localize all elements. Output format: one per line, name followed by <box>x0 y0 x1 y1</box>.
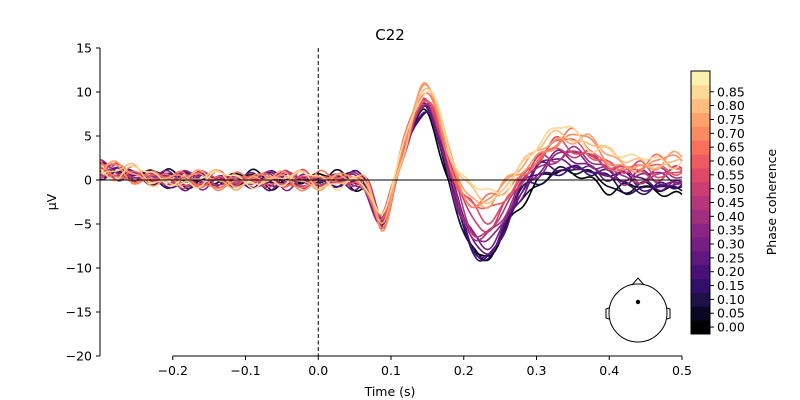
x-axis-label: Time (s) <box>364 384 416 399</box>
colorbar-segment <box>691 71 710 86</box>
colorbar-segment <box>691 84 710 100</box>
colorbar-tick-label: 0.25 <box>717 250 745 265</box>
colorbar-segment <box>691 112 710 127</box>
colorbar-segment <box>691 140 710 155</box>
y-tick-label: 0 <box>84 173 92 188</box>
erp-trace <box>99 81 683 225</box>
colorbar-segment <box>691 237 710 252</box>
colorbar-tick-label: 0.35 <box>717 223 745 238</box>
colorbar-tick-label: 0.30 <box>717 237 745 252</box>
y-tick-label: 10 <box>76 85 92 100</box>
x-tick-label: −0.2 <box>158 363 188 378</box>
colorbar-segment <box>691 195 710 210</box>
colorbar-tick-label: 0.15 <box>717 278 745 293</box>
colorbar-segment <box>691 223 710 238</box>
colorbar-segment <box>691 306 710 321</box>
colorbar-tick-label: 0.10 <box>717 292 745 307</box>
colorbar-segment <box>691 292 710 307</box>
head-right-ear <box>666 307 671 320</box>
colorbar-tick-label: 0.00 <box>717 320 745 335</box>
colorbar-segment <box>691 154 710 169</box>
y-tick-label: −10 <box>66 261 92 276</box>
colorbar-tick-label: 0.85 <box>717 84 745 99</box>
x-tick-label: 0.0 <box>308 363 328 378</box>
y-axis-label: µV <box>44 193 59 210</box>
colorbar-segment <box>691 278 710 293</box>
colorbar-tick-label: 0.70 <box>717 126 745 141</box>
colorbar-segment <box>691 181 710 197</box>
x-tick-label: 0.4 <box>599 363 619 378</box>
sensor-dot <box>635 299 641 305</box>
colorbar-tick-label: 0.65 <box>717 140 745 155</box>
colorbar-segment <box>691 320 710 335</box>
y-tick-label: −20 <box>66 349 92 364</box>
y-tick-label: 5 <box>84 129 92 144</box>
colorbar-tick-label: 0.50 <box>717 181 745 196</box>
erp-trace <box>99 83 683 232</box>
y-tick-label: −15 <box>66 305 92 320</box>
x-tick-label: −0.1 <box>230 363 260 378</box>
colorbar-tick-label: 0.05 <box>717 306 745 321</box>
colorbar-tick-label: 0.40 <box>717 209 745 224</box>
y-tick-label: 15 <box>76 41 92 56</box>
y-tick-label: −5 <box>74 217 92 232</box>
colorbar-tick-label: 0.55 <box>717 167 745 182</box>
head-left-ear <box>605 307 610 320</box>
colorbar-label: Phase coherence <box>764 148 779 255</box>
head-outline <box>608 283 668 343</box>
colorbar-tick-label: 0.80 <box>717 98 745 113</box>
x-tick-label: 0.1 <box>381 363 401 378</box>
erp-trace <box>99 97 683 234</box>
head-nose <box>631 277 645 286</box>
x-tick-label: 0.3 <box>527 363 547 378</box>
colorbar-segment <box>691 250 710 266</box>
colorbar-segment <box>691 126 710 141</box>
colorbar-tick-label: 0.75 <box>717 112 745 127</box>
series-layer <box>99 81 683 262</box>
erp-trace <box>99 90 683 215</box>
colorbar-tick-label: 0.45 <box>717 195 745 210</box>
sensor-head-icon <box>605 277 671 343</box>
axes-layer: 15 10 5 0 −5 −10 −15 −20 −0.2 −0.1 0.0 0.1 0.2 0.3 0.4… <box>66 41 692 379</box>
colorbar-tick-label: 0.20 <box>717 264 745 279</box>
x-tick-label: 0.2 <box>454 363 474 378</box>
colorbar-segment <box>691 264 710 280</box>
chart-title: C22 <box>375 26 405 44</box>
erp-trace <box>99 105 683 262</box>
colorbar-segment <box>691 209 710 224</box>
x-tick-label: 0.5 <box>672 363 692 378</box>
colorbar: 0.000.050.100.150.200.250.300.350.400.45… <box>690 70 745 335</box>
colorbar-segment <box>691 98 710 114</box>
colorbar-segment <box>691 167 710 183</box>
colorbar-tick-label: 0.60 <box>717 153 745 168</box>
